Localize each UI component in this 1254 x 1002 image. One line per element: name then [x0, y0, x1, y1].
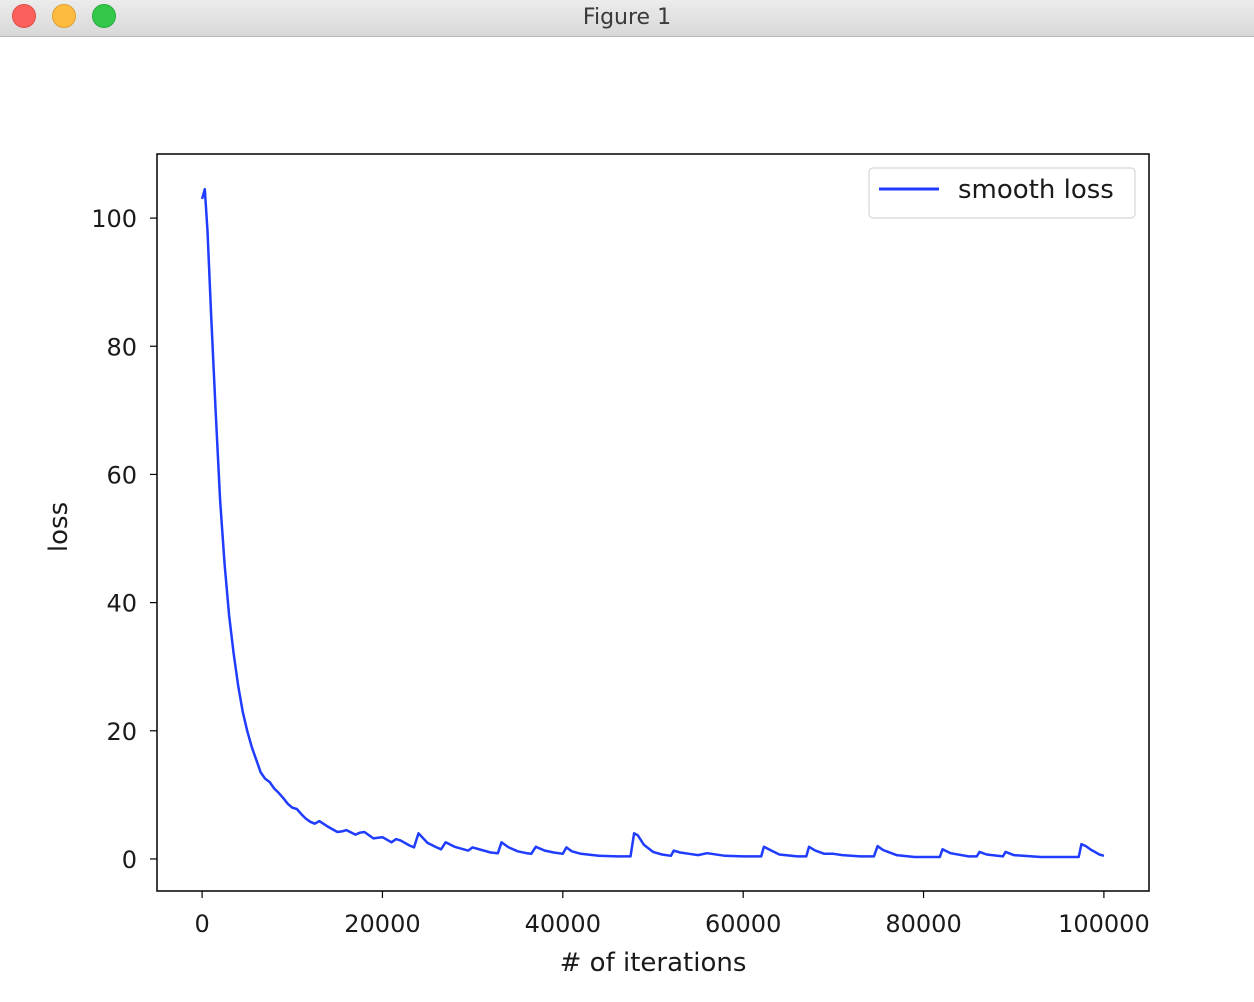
figure-canvas: 0 20000 40000 60000 80000 100000 0 20 40 60 80 100 …: [0, 37, 1254, 998]
window-title: Figure 1: [0, 5, 1254, 30]
axis-ticks: 0 20000 40000 60000 80000 100000 0 20 40 60 80 100: [91, 205, 1150, 938]
axes-frame: [157, 154, 1149, 891]
y-tick-label: 0: [122, 846, 137, 874]
y-tick-label: 20: [106, 718, 137, 746]
y-tick-label: 80: [106, 333, 137, 361]
x-tick-label: 100000: [1058, 910, 1150, 938]
x-tick-label: 60000: [705, 910, 781, 938]
y-axis-label: loss: [44, 502, 74, 552]
x-axis-label: # of iterations: [560, 948, 747, 978]
x-tick-label: 40000: [525, 910, 601, 938]
x-tick-label: 0: [194, 910, 209, 938]
series-line-smooth-loss: [202, 189, 1104, 857]
y-tick-label: 60: [106, 461, 137, 489]
series-layer: [202, 189, 1104, 857]
x-tick-label: 20000: [344, 910, 420, 938]
loss-chart: 0 20000 40000 60000 80000 100000020406080100 …: [0, 37, 1254, 998]
legend-label: smooth loss: [958, 175, 1114, 205]
title-bar[interactable]: Figure 1: [0, 0, 1254, 37]
y-tick-label: 40: [106, 590, 137, 618]
legend: smooth loss: [869, 168, 1135, 218]
x-tick-label: 80000: [885, 910, 961, 938]
y-tick-label: 100: [91, 205, 137, 233]
